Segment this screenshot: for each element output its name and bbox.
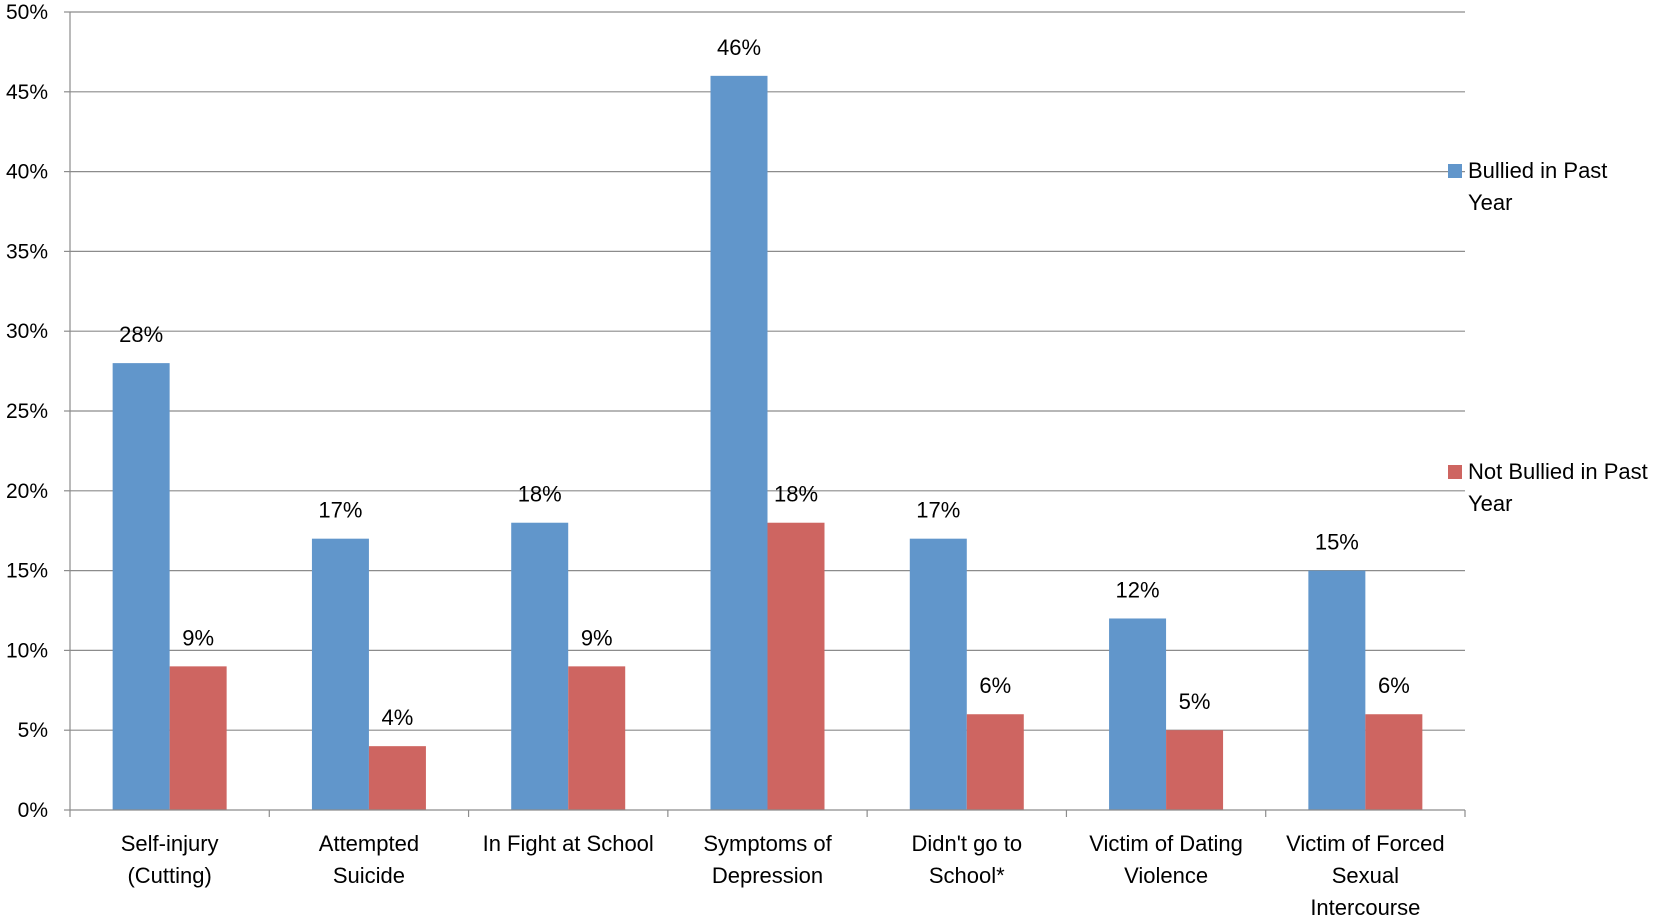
bar-bullied xyxy=(710,75,768,811)
bar-bullied xyxy=(1308,570,1366,810)
legend-label: Not Bullied in Past Year xyxy=(1468,459,1648,516)
legend-swatch xyxy=(1448,465,1462,479)
y-axis-ticks: 0% 5% 10% 15% 20% 25% 30% 35% 40% 45% 50% xyxy=(6,1,70,822)
y-tick-label: 50% xyxy=(6,1,48,24)
y-tick-label: 10% xyxy=(6,639,48,662)
data-label: 9% xyxy=(581,625,613,650)
y-tick-label: 45% xyxy=(6,81,48,104)
legend-swatch xyxy=(1448,164,1462,178)
data-label: 12% xyxy=(1116,577,1160,602)
bar-not-bullied xyxy=(767,522,825,810)
y-tick-label: 30% xyxy=(6,320,48,343)
bar-not-bullied xyxy=(568,666,626,810)
data-label: 17% xyxy=(318,498,362,523)
data-label: 18% xyxy=(518,482,562,507)
legend: Bullied in Past Year Not Bullied in Past Ye… xyxy=(1448,158,1648,516)
data-label: 6% xyxy=(1378,673,1410,698)
bar-not-bullied xyxy=(966,714,1024,810)
data-label: 28% xyxy=(119,322,163,347)
x-category-label: Victim of Dating Violence xyxy=(1089,831,1243,888)
y-tick-label: 25% xyxy=(6,400,48,423)
bar-not-bullied xyxy=(1365,714,1423,810)
data-label: 18% xyxy=(774,482,818,507)
legend-label: Bullied in Past Year xyxy=(1468,158,1607,215)
y-tick-label: 15% xyxy=(6,560,48,583)
x-category-label: Attempted Suicide xyxy=(319,831,419,888)
data-label: 9% xyxy=(182,625,214,650)
x-category-label: Didn't go to School* xyxy=(911,831,1022,888)
bar-bullied xyxy=(1109,618,1167,810)
x-category-label: Victim of Forced Sexual Intercourse xyxy=(1286,831,1445,919)
bar-bullied xyxy=(311,538,369,810)
y-tick-label: 40% xyxy=(6,161,48,184)
data-label: 6% xyxy=(979,673,1011,698)
data-label: 17% xyxy=(916,498,960,523)
axes xyxy=(69,12,1466,817)
y-tick-label: 5% xyxy=(18,719,48,742)
x-category-label: Symptoms of Depression xyxy=(703,831,832,888)
x-category-label: Self-injury (Cutting) xyxy=(121,831,219,888)
bars: 28% 9% 17% 4% 18% 9% 46% 18% 17% 6% 12% 5% 15% 6% xyxy=(112,35,1423,811)
bar-bullied xyxy=(909,538,967,810)
data-label: 15% xyxy=(1315,530,1359,555)
bar-not-bullied xyxy=(368,746,426,810)
x-axis-labels: Self-injury (Cutting) Attempted Suicide In F… xyxy=(121,831,1445,919)
bar-bullied xyxy=(511,522,569,810)
y-tick-label: 20% xyxy=(6,480,48,503)
bar-not-bullied xyxy=(169,666,227,810)
data-label: 5% xyxy=(1179,689,1211,714)
y-tick-label: 0% xyxy=(18,799,48,822)
data-label: 4% xyxy=(382,705,414,730)
x-category-label: In Fight at School xyxy=(483,831,654,856)
bar-not-bullied xyxy=(1166,730,1224,810)
y-tick-label: 35% xyxy=(6,240,48,263)
data-label: 46% xyxy=(717,35,761,60)
bar-bullied xyxy=(112,363,170,810)
